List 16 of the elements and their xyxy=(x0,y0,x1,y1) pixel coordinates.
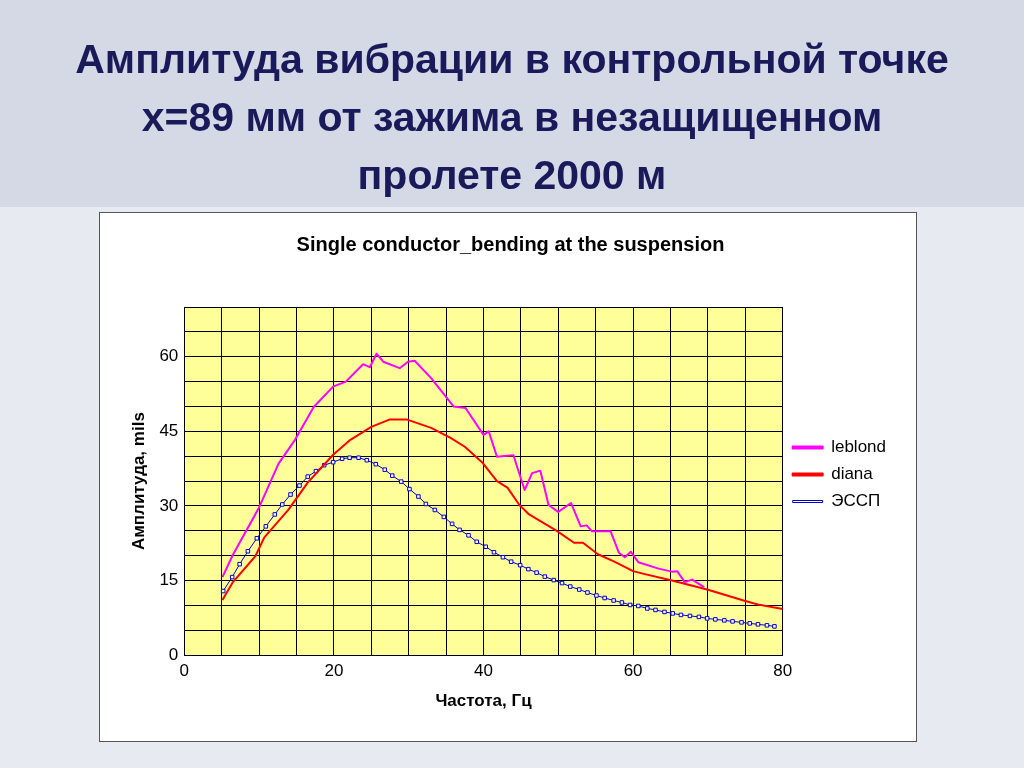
x-axis-title: Частота, Гц xyxy=(435,691,533,711)
x-tick-label: 80 xyxy=(773,661,793,681)
legend-label: ЭССП xyxy=(831,491,881,511)
chart-subtitle: Single conductor_bending at the suspension xyxy=(296,232,725,255)
y-axis-title: Амплитуда, mils xyxy=(128,412,148,551)
y-tick-label: 15 xyxy=(159,570,179,590)
chart-title: Амплитуда вибрации в контрольной точке x=89 мм от зажима в незащищенном пролете 2000 м xyxy=(74,35,950,200)
y-tick-label: 0 xyxy=(168,644,179,664)
x-tick-label: 60 xyxy=(623,661,643,681)
legend-label: leblond xyxy=(831,437,886,457)
y-tick-label: 30 xyxy=(159,495,179,515)
x-tick-label: 40 xyxy=(474,661,493,681)
legend-label: diana xyxy=(831,464,874,484)
x-tick-label: 20 xyxy=(324,661,344,681)
y-tick-label: 60 xyxy=(159,346,179,366)
y-tick-label: 45 xyxy=(159,421,179,441)
